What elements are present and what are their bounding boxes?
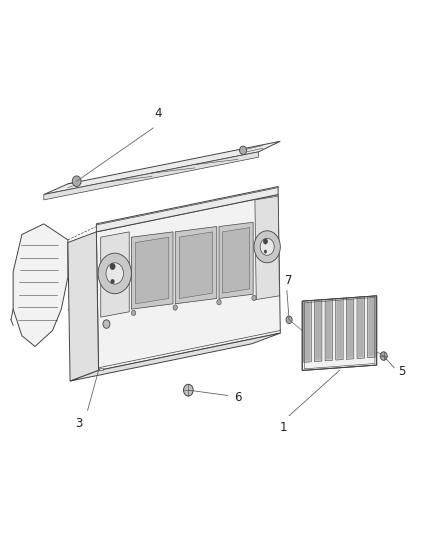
Polygon shape <box>368 297 374 356</box>
Text: 3: 3 <box>75 417 82 430</box>
Polygon shape <box>136 237 169 304</box>
Polygon shape <box>346 297 354 359</box>
Circle shape <box>380 352 387 360</box>
Polygon shape <box>367 296 375 358</box>
Polygon shape <box>255 196 279 300</box>
Circle shape <box>217 300 221 305</box>
Polygon shape <box>315 301 321 360</box>
Text: 6: 6 <box>234 391 242 403</box>
Circle shape <box>106 263 124 284</box>
Circle shape <box>173 305 177 310</box>
Circle shape <box>240 146 247 155</box>
Polygon shape <box>175 227 217 304</box>
Polygon shape <box>357 297 364 359</box>
Polygon shape <box>68 232 99 381</box>
Circle shape <box>286 316 292 324</box>
Polygon shape <box>219 222 253 298</box>
Polygon shape <box>180 232 213 298</box>
Polygon shape <box>96 187 278 232</box>
Polygon shape <box>44 152 258 200</box>
Circle shape <box>260 238 274 255</box>
Circle shape <box>254 231 280 263</box>
Polygon shape <box>70 333 280 381</box>
Circle shape <box>184 384 193 396</box>
Circle shape <box>111 279 114 284</box>
Polygon shape <box>336 298 343 360</box>
Circle shape <box>72 176 81 187</box>
Polygon shape <box>44 141 280 195</box>
Polygon shape <box>314 300 322 361</box>
Circle shape <box>263 239 268 244</box>
Polygon shape <box>302 296 377 370</box>
Circle shape <box>98 253 131 294</box>
Text: 4: 4 <box>154 107 162 120</box>
Circle shape <box>103 320 110 328</box>
Text: 5: 5 <box>398 365 405 378</box>
Polygon shape <box>347 299 353 358</box>
Polygon shape <box>326 301 332 359</box>
Polygon shape <box>96 195 280 370</box>
Polygon shape <box>13 224 68 346</box>
Circle shape <box>110 263 115 270</box>
Circle shape <box>131 310 136 316</box>
Polygon shape <box>358 298 364 357</box>
Polygon shape <box>99 368 103 370</box>
Circle shape <box>264 250 267 253</box>
Polygon shape <box>304 301 311 362</box>
Circle shape <box>252 295 256 301</box>
Polygon shape <box>325 299 332 361</box>
Polygon shape <box>305 302 311 361</box>
Text: 1: 1 <box>280 421 288 434</box>
Polygon shape <box>131 232 173 309</box>
Polygon shape <box>101 232 129 317</box>
Polygon shape <box>336 300 342 359</box>
Text: 7: 7 <box>285 274 293 287</box>
Polygon shape <box>223 228 250 293</box>
